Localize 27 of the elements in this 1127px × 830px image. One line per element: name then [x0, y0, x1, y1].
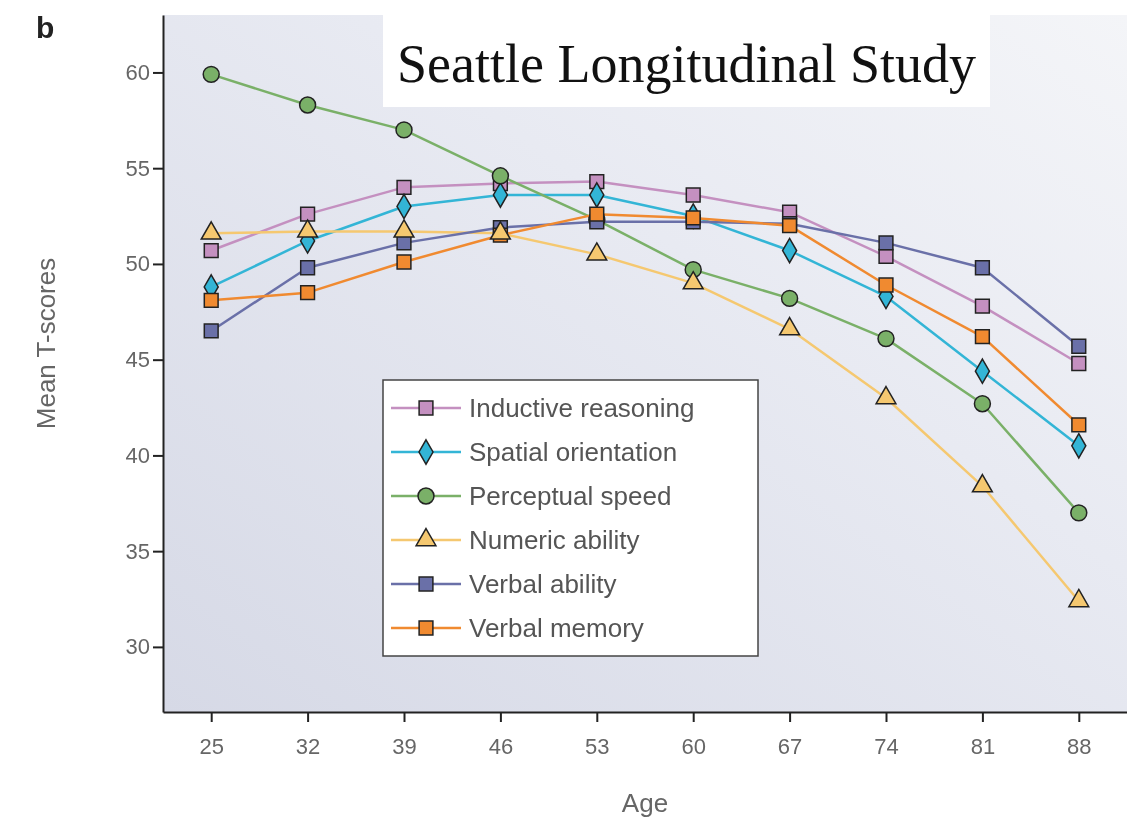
x-tick-label: 60: [681, 733, 706, 759]
legend-label: Inductive reasoning: [469, 393, 695, 423]
y-tick-label: 40: [125, 442, 150, 468]
text: b: [36, 11, 55, 44]
y-tick-label: 50: [125, 251, 150, 277]
y-tick-label: 55: [125, 155, 150, 181]
x-tick-label: 39: [392, 733, 417, 759]
legend-label: Spatial orientation: [469, 437, 678, 467]
y-tick-label: 60: [125, 59, 150, 85]
chart-title: Seattle Longitudinal Study: [397, 34, 976, 94]
y-tick-label: 30: [125, 634, 150, 660]
y-tick-label: 35: [125, 538, 150, 564]
legend-label: Perceptual speed: [469, 481, 672, 511]
y-tick-label: 45: [125, 347, 150, 373]
x-tick-label: 74: [874, 733, 899, 759]
x-tick-label: 88: [1067, 733, 1092, 759]
y-axis-title: Mean T-scores: [31, 257, 61, 430]
legend-label: Numeric ability: [469, 525, 640, 555]
x-axis-title: Age: [621, 788, 669, 818]
legend-label: Verbal ability: [469, 569, 617, 599]
x-tick-label: 81: [970, 733, 996, 759]
x-tick-label: 53: [585, 733, 610, 759]
x-tick-label: 67: [777, 733, 803, 759]
x-tick-label: 32: [295, 733, 321, 759]
x-tick-label: 25: [199, 733, 224, 759]
legend-label: Verbal memory: [469, 613, 644, 643]
x-tick-label: 46: [488, 733, 514, 759]
